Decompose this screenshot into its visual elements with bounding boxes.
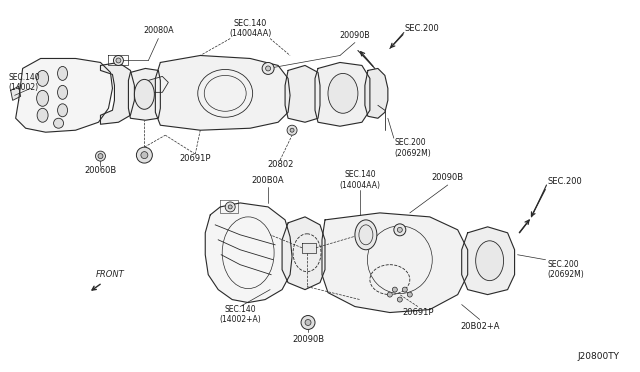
Circle shape: [287, 125, 297, 135]
Text: 200B0A: 200B0A: [252, 176, 284, 185]
Ellipse shape: [58, 67, 68, 80]
Text: 20080A: 20080A: [143, 26, 173, 35]
Ellipse shape: [134, 79, 154, 109]
Ellipse shape: [58, 86, 68, 99]
Circle shape: [228, 205, 232, 209]
Circle shape: [136, 147, 152, 163]
Circle shape: [266, 66, 271, 71]
Circle shape: [397, 227, 403, 232]
Polygon shape: [461, 227, 515, 295]
Text: 20090B: 20090B: [340, 31, 371, 40]
Circle shape: [141, 152, 148, 158]
Text: SEC.140
(14004AA): SEC.140 (14004AA): [229, 19, 271, 38]
Circle shape: [98, 154, 103, 158]
Circle shape: [407, 292, 412, 297]
Polygon shape: [315, 62, 370, 126]
Polygon shape: [205, 203, 292, 302]
Circle shape: [116, 58, 121, 63]
Polygon shape: [365, 68, 388, 118]
Polygon shape: [11, 86, 20, 100]
Polygon shape: [100, 62, 134, 124]
Circle shape: [54, 118, 63, 128]
Polygon shape: [156, 55, 290, 130]
Circle shape: [403, 287, 407, 292]
Polygon shape: [302, 243, 316, 253]
Ellipse shape: [36, 90, 49, 106]
Circle shape: [262, 62, 274, 74]
Text: SEC.200
(20692M): SEC.200 (20692M): [547, 260, 584, 279]
Polygon shape: [282, 217, 325, 290]
Ellipse shape: [37, 108, 48, 122]
Circle shape: [225, 202, 235, 212]
Text: SEC.140
(14002): SEC.140 (14002): [9, 73, 40, 92]
Text: SEC.140
(14002+A): SEC.140 (14002+A): [220, 305, 261, 324]
Circle shape: [394, 224, 406, 236]
Text: 20090B: 20090B: [292, 335, 324, 344]
Circle shape: [392, 287, 397, 292]
Text: 20691P: 20691P: [402, 308, 433, 317]
Text: 20060B: 20060B: [84, 166, 116, 174]
Circle shape: [397, 297, 403, 302]
Ellipse shape: [328, 73, 358, 113]
Circle shape: [387, 292, 392, 297]
Polygon shape: [142, 76, 168, 92]
Ellipse shape: [36, 70, 49, 86]
Polygon shape: [285, 65, 320, 122]
Text: 20B02+A: 20B02+A: [460, 322, 499, 331]
Circle shape: [113, 55, 124, 65]
Circle shape: [301, 315, 315, 330]
Text: SEC.140
(14004AA): SEC.140 (14004AA): [339, 170, 380, 190]
Ellipse shape: [58, 104, 68, 117]
Circle shape: [95, 151, 106, 161]
Text: 20090B: 20090B: [431, 173, 464, 182]
Circle shape: [305, 320, 311, 326]
Text: SEC.200
(20692M): SEC.200 (20692M): [395, 138, 431, 158]
Polygon shape: [129, 68, 161, 120]
Ellipse shape: [355, 220, 377, 250]
Polygon shape: [15, 58, 113, 132]
Text: FRONT: FRONT: [96, 270, 125, 279]
Polygon shape: [322, 213, 468, 312]
Text: J20800TY: J20800TY: [577, 352, 620, 361]
Circle shape: [290, 128, 294, 132]
Text: 20691P: 20691P: [180, 154, 211, 163]
Text: SEC.200: SEC.200: [405, 24, 440, 33]
Text: SEC.200: SEC.200: [547, 177, 582, 186]
Ellipse shape: [476, 241, 504, 280]
Text: 20802: 20802: [267, 160, 293, 169]
